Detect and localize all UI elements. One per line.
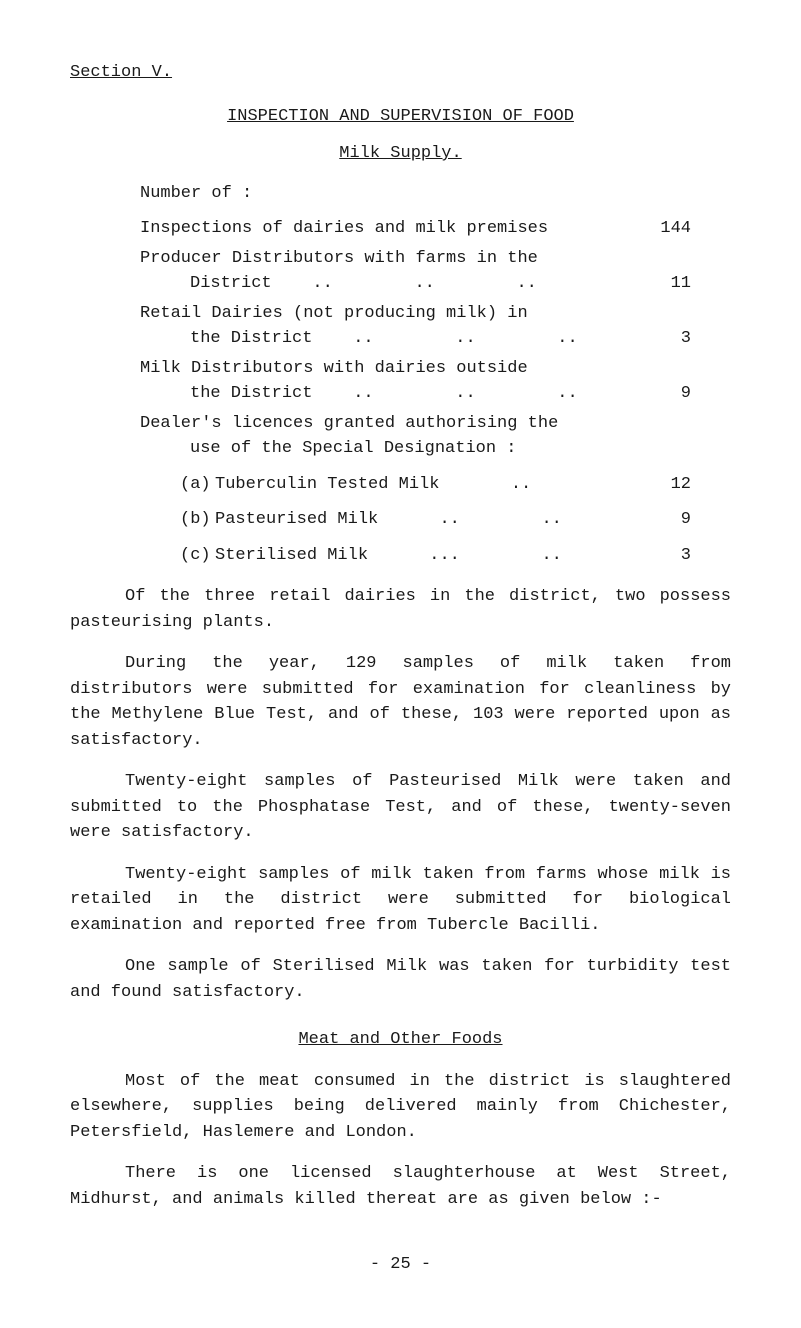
paragraph-6: Most of the meat consumed in the distric… — [70, 1069, 731, 1146]
item-c-value: 3 — [641, 543, 691, 569]
dots: ... .. — [378, 546, 562, 565]
paragraph-1: Of the three retail dairies in the distr… — [70, 584, 731, 635]
dealers-line1: Dealer's licences granted authorising th… — [140, 411, 641, 437]
dots: .. — [450, 475, 532, 494]
item-b-letter: (b) — [180, 507, 215, 533]
dots: .. .. .. — [323, 384, 578, 403]
retail-line2: the District — [190, 329, 312, 348]
dots: .. .. — [388, 510, 561, 529]
milkdist-line2: the District — [190, 384, 312, 403]
item-c-letter: (c) — [180, 543, 215, 569]
retail-line1: Retail Dairies (not producing milk) in — [140, 301, 641, 327]
main-title: INSPECTION AND SUPERVISION OF FOOD — [227, 107, 574, 126]
milkdist-value: 9 — [641, 381, 691, 407]
item-c-label: Sterilised Milk — [215, 546, 368, 565]
retail-value: 3 — [641, 326, 691, 352]
dealers-line2: use of the Special Designation : — [140, 436, 641, 462]
paragraph-7: There is one licensed slaughterhouse at … — [70, 1161, 731, 1212]
producer-value: 11 — [641, 271, 691, 297]
paragraph-4: Twenty-eight samples of milk taken from … — [70, 862, 731, 939]
paragraph-3: Twenty-eight samples of Pasteurised Milk… — [70, 769, 731, 846]
dots: .. .. .. — [323, 329, 578, 348]
item-b-value: 9 — [641, 507, 691, 533]
meat-heading: Meat and Other Foods — [70, 1027, 731, 1053]
section-header: Section V. — [70, 60, 731, 86]
item-a-letter: (a) — [180, 472, 215, 498]
producer-line1: Producer Distributors with farms in the — [140, 246, 641, 272]
producer-line2: District — [190, 274, 272, 293]
subtitle: Milk Supply. — [339, 144, 461, 163]
inspections-label: Inspections of dairies and milk premises — [140, 216, 641, 242]
page-number: - 25 - — [70, 1252, 731, 1278]
milkdist-line1: Milk Distributors with dairies outside — [140, 356, 641, 382]
dots: .. .. .. — [282, 274, 537, 293]
item-b-label: Pasteurised Milk — [215, 510, 378, 529]
number-of-label: Number of : — [140, 181, 731, 207]
inspections-value: 144 — [641, 216, 691, 242]
item-a-value: 12 — [641, 472, 691, 498]
paragraph-5: One sample of Sterilised Milk was taken … — [70, 954, 731, 1005]
item-a-label: Tuberculin Tested Milk — [215, 475, 439, 494]
paragraph-2: During the year, 129 samples of milk tak… — [70, 651, 731, 753]
